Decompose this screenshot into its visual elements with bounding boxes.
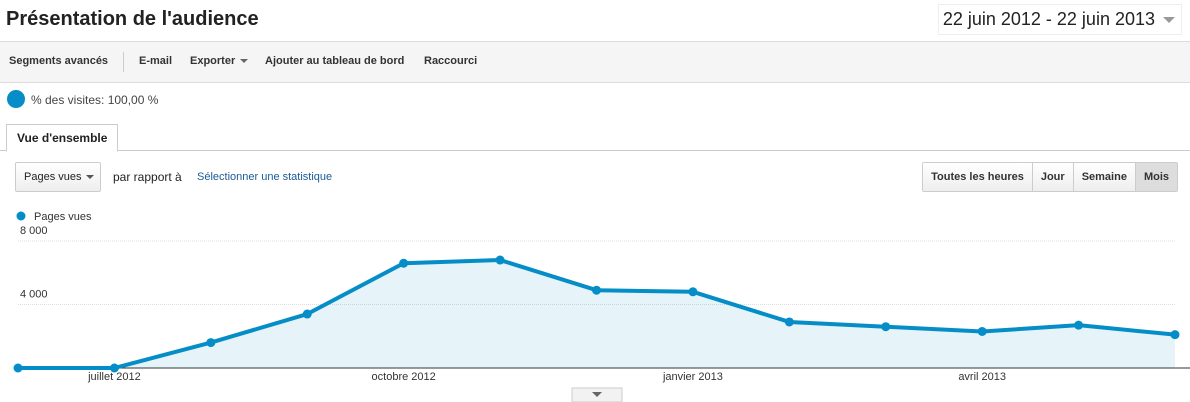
point	[109, 363, 119, 373]
x-tick-label: janvier 2013	[662, 371, 723, 383]
segment-label: % des visites: 100,00 %	[31, 93, 159, 107]
point	[1170, 330, 1180, 340]
period-button[interactable]: Jour	[1031, 163, 1073, 191]
x-tick-label: juillet 2012	[87, 371, 141, 383]
toolbar-button[interactable]: E-mail	[139, 55, 173, 67]
point	[495, 255, 505, 265]
point	[977, 326, 987, 336]
point	[13, 363, 23, 373]
expand-arrow	[592, 392, 602, 397]
segment-icon	[7, 90, 25, 108]
point	[784, 317, 794, 327]
period-button[interactable]: Semaine	[1072, 163, 1135, 191]
x-tick-label: avril 2013	[958, 371, 1006, 383]
tab[interactable]: Vue d'ensemble	[6, 124, 119, 152]
x-tick-label: octobre 2012	[372, 371, 436, 383]
select-metric-link[interactable]: Sélectionner une statistique	[197, 171, 333, 183]
legend-label: Pages vues	[34, 211, 92, 223]
toolbar-button[interactable]: Segments avancés	[9, 55, 109, 67]
separator	[123, 52, 124, 72]
metric-dropdown[interactable]: Pages vues	[15, 162, 101, 192]
point	[688, 287, 698, 297]
point	[1074, 320, 1084, 330]
point	[881, 322, 891, 332]
toolbar-button[interactable]: Exporter	[190, 55, 236, 67]
point	[302, 309, 312, 319]
toolbar-button[interactable]: Raccourci	[424, 55, 478, 67]
date-range[interactable]: 22 juin 2012 - 22 juin 2013	[937, 4, 1182, 35]
compare-label: par rapport à	[113, 170, 182, 184]
period-button[interactable]: Toutes les heures	[923, 163, 1032, 191]
point	[399, 258, 409, 268]
period-buttons: Toutes les heures Jour Semaine Mois	[922, 162, 1178, 192]
dropdown-arrow	[240, 59, 248, 67]
divider	[0, 150, 1190, 151]
point	[206, 338, 216, 348]
y-tick-label: 8 000	[20, 225, 48, 237]
point	[592, 285, 601, 295]
period-button[interactable]: Mois	[1134, 163, 1177, 191]
toolbar: Segments avancés E-mail Exporter Ajouter…	[0, 41, 1190, 83]
page-title: Présentation de l'audience	[6, 8, 259, 30]
toolbar-button[interactable]: Ajouter au tableau de bord	[265, 55, 405, 67]
y-tick-label: 4 000	[20, 289, 48, 301]
chart: 4 000 8 000 juillet 2012 octobre 2012 janvie…	[13, 211, 1190, 402]
legend-marker	[16, 211, 26, 221]
area	[18, 260, 1175, 368]
